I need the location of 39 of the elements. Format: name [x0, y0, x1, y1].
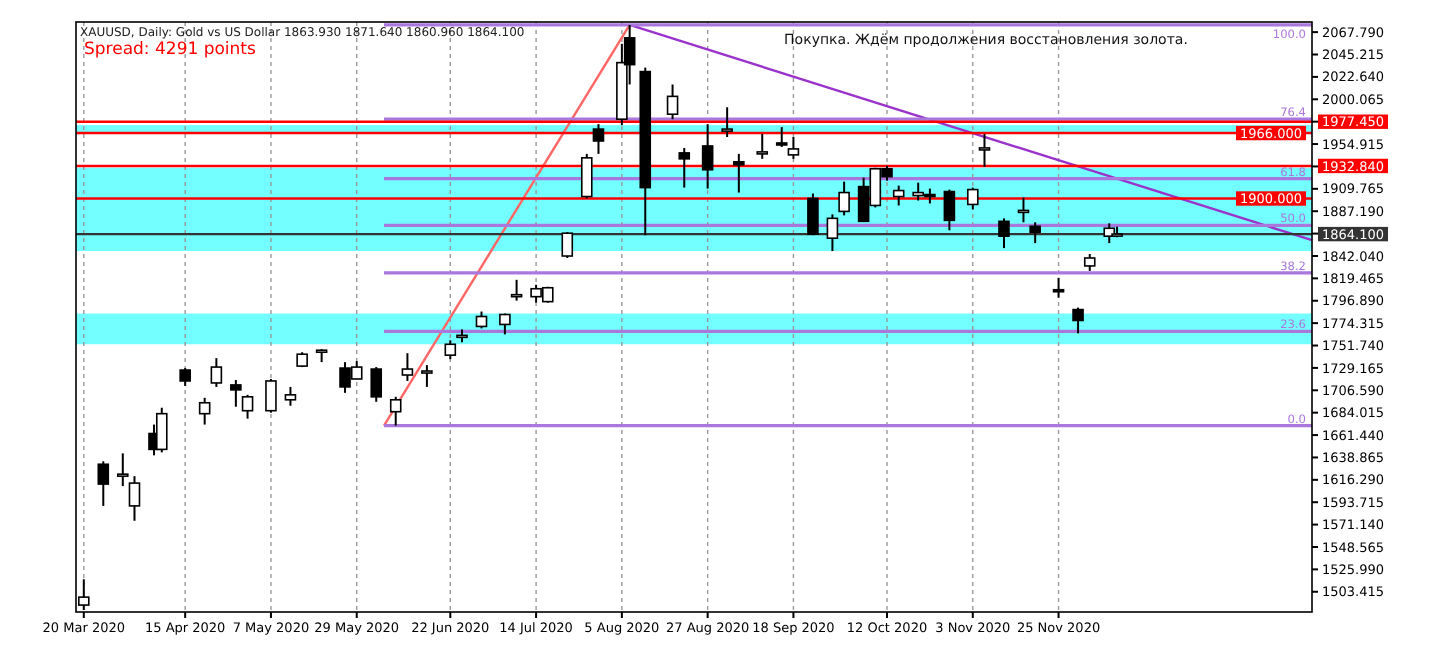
- candlestick: [198, 396, 211, 426]
- candlestick: [1029, 221, 1041, 245]
- candlestick: [892, 184, 905, 207]
- candlestick: [210, 357, 223, 388]
- candlestick: [444, 339, 457, 361]
- candlestick: [998, 217, 1010, 250]
- candlestick: [1052, 276, 1065, 299]
- candlestick: [241, 393, 254, 420]
- candlestick: [666, 83, 679, 121]
- candlestick: [128, 475, 141, 522]
- candlestick: [721, 106, 733, 139]
- candlestick: [807, 192, 819, 237]
- text: Spread: 4291 points: [84, 40, 258, 60]
- candlestick: [230, 378, 242, 408]
- candlestick: [265, 377, 277, 414]
- candlestick: [826, 213, 839, 253]
- candlestick: [284, 385, 297, 407]
- candlestick: [97, 460, 110, 507]
- candlestick: [561, 231, 574, 259]
- candlestick: [401, 352, 414, 382]
- candlestick: [1072, 306, 1084, 335]
- candlestick: [978, 133, 991, 168]
- candlestick: [733, 152, 745, 194]
- candlestick: [389, 395, 402, 427]
- candlestick: [592, 123, 605, 155]
- candlestick: [838, 180, 850, 217]
- candlestick: [1103, 222, 1116, 245]
- candlestick: [787, 136, 800, 160]
- candlestick: [943, 188, 956, 232]
- candlestick: [421, 364, 433, 388]
- candlestick: [775, 126, 788, 148]
- candlestick: [756, 133, 769, 160]
- candlestick: [370, 366, 383, 403]
- candlestick: [116, 452, 129, 488]
- candlestick: [678, 146, 691, 189]
- candlestick: [155, 406, 168, 454]
- candlestick: [701, 123, 714, 190]
- candlestick: [966, 186, 979, 211]
- candlestick: [580, 152, 593, 200]
